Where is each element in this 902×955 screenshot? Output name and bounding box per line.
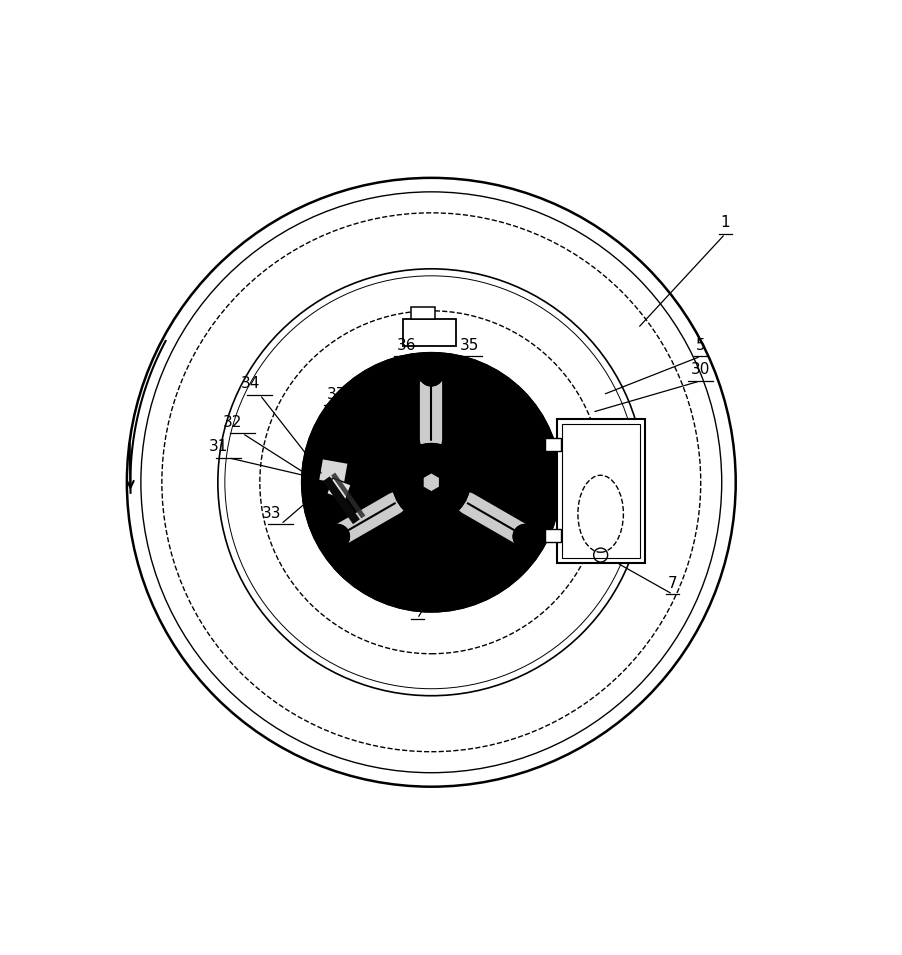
Circle shape: [392, 444, 469, 520]
FancyBboxPatch shape: [545, 529, 560, 541]
FancyBboxPatch shape: [562, 424, 640, 558]
Ellipse shape: [577, 476, 622, 552]
Text: 31: 31: [208, 439, 228, 455]
Circle shape: [407, 457, 456, 507]
Text: 32: 32: [223, 414, 242, 430]
Polygon shape: [423, 473, 439, 492]
Circle shape: [301, 352, 560, 612]
Text: 36: 36: [397, 338, 416, 352]
Text: 30: 30: [690, 362, 710, 377]
Circle shape: [325, 524, 349, 548]
Polygon shape: [327, 478, 351, 500]
Circle shape: [419, 362, 443, 386]
Text: 33: 33: [261, 506, 281, 520]
Circle shape: [512, 524, 537, 548]
FancyBboxPatch shape: [557, 419, 644, 562]
Text: 37: 37: [327, 387, 346, 402]
FancyBboxPatch shape: [403, 319, 456, 346]
Text: 7: 7: [667, 576, 676, 591]
Text: 1: 1: [720, 215, 729, 230]
Text: 35: 35: [460, 338, 479, 352]
Text: 5: 5: [695, 338, 704, 352]
Text: 6: 6: [412, 601, 422, 615]
FancyBboxPatch shape: [545, 438, 560, 451]
Text: 34: 34: [240, 376, 260, 392]
FancyBboxPatch shape: [410, 308, 435, 319]
Polygon shape: [318, 458, 348, 485]
